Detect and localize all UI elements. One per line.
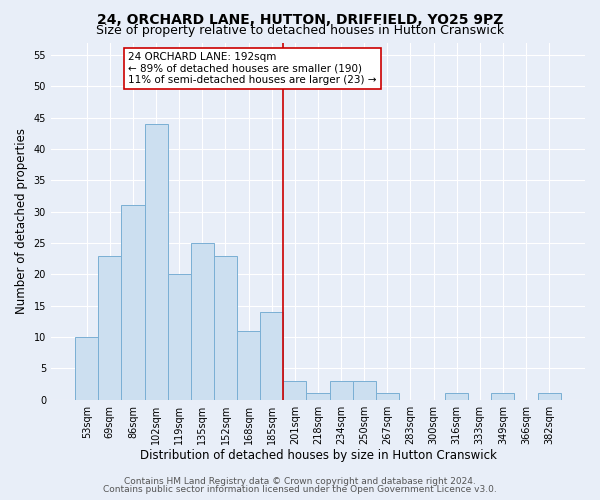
Bar [376, 394, 399, 400]
Bar [329, 381, 353, 400]
Bar [283, 381, 307, 400]
Bar [121, 206, 145, 400]
Bar [491, 394, 514, 400]
Bar [145, 124, 167, 400]
Bar [307, 394, 329, 400]
Bar [237, 331, 260, 400]
Bar [191, 243, 214, 400]
Bar [75, 337, 98, 400]
Y-axis label: Number of detached properties: Number of detached properties [15, 128, 28, 314]
Bar [167, 274, 191, 400]
Bar [260, 312, 283, 400]
Bar [445, 394, 468, 400]
Text: Contains public sector information licensed under the Open Government Licence v3: Contains public sector information licen… [103, 485, 497, 494]
Bar [214, 256, 237, 400]
Bar [98, 256, 121, 400]
Bar [538, 394, 561, 400]
Text: 24, ORCHARD LANE, HUTTON, DRIFFIELD, YO25 9PZ: 24, ORCHARD LANE, HUTTON, DRIFFIELD, YO2… [97, 12, 503, 26]
Text: Size of property relative to detached houses in Hutton Cranswick: Size of property relative to detached ho… [96, 24, 504, 37]
Text: Contains HM Land Registry data © Crown copyright and database right 2024.: Contains HM Land Registry data © Crown c… [124, 477, 476, 486]
Text: 24 ORCHARD LANE: 192sqm
← 89% of detached houses are smaller (190)
11% of semi-d: 24 ORCHARD LANE: 192sqm ← 89% of detache… [128, 52, 377, 85]
X-axis label: Distribution of detached houses by size in Hutton Cranswick: Distribution of detached houses by size … [140, 450, 496, 462]
Bar [353, 381, 376, 400]
